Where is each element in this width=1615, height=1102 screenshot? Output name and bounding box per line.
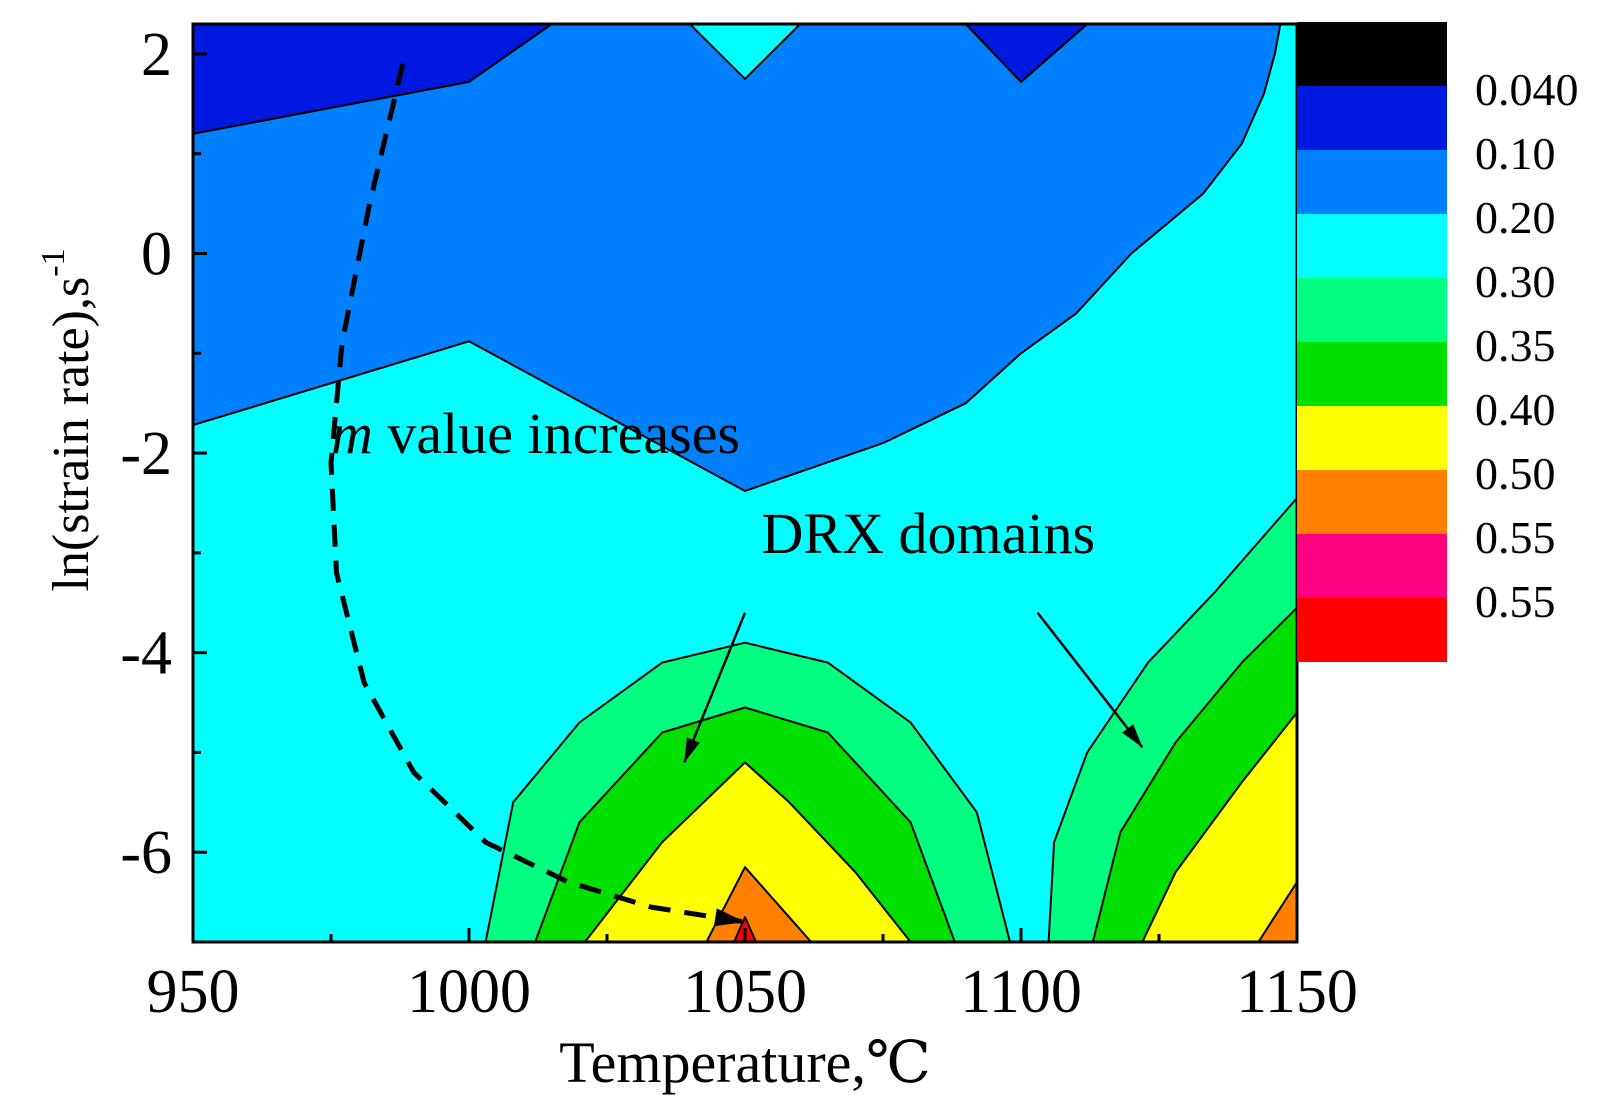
colorbar-label-7: 0.55 xyxy=(1475,512,1556,563)
colorbar-label-0: 0.040 xyxy=(1475,64,1579,115)
contour-region-10 xyxy=(1141,711,1297,942)
y-axis-label-text: ln(strain rate),s xyxy=(43,277,100,592)
colorbar-swatch-7 xyxy=(1297,470,1447,534)
x-axis: 950 1000 1050 1100 1150 xyxy=(147,928,1358,1026)
colorbar-swatch-2 xyxy=(1297,150,1447,214)
x-tick-label: 1150 xyxy=(1236,958,1358,1026)
colorbar-label-2: 0.20 xyxy=(1475,192,1556,243)
x-tick-label: 1000 xyxy=(407,958,531,1026)
y-axis-label-group: ln(strain rate),s-1 xyxy=(35,248,100,591)
annotation-arrow-1 xyxy=(1036,611,1144,749)
y-tick-label: -4 xyxy=(120,620,172,688)
colorbar-label-8: 0.55 xyxy=(1475,576,1556,627)
colorbar-label-3: 0.30 xyxy=(1475,256,1556,307)
colorbar-legend: 0.040 0.10 0.20 0.30 0.35 0.40 0.50 0.55 0.55 xyxy=(1297,22,1579,662)
x-axis-label: Temperature,℃ xyxy=(559,1030,931,1095)
x-tick-label: 1100 xyxy=(960,958,1082,1026)
plot-area: m value increases DRX domains xyxy=(191,22,1299,944)
y-tick-label: -2 xyxy=(120,420,172,488)
colorbar-swatch-4 xyxy=(1297,278,1447,342)
annotation-body: DRX domains xyxy=(762,501,1096,566)
annotations: m value increases DRX domains xyxy=(331,401,1095,566)
annotation-italic: m xyxy=(331,401,373,466)
annotation-text-0: m value increases xyxy=(331,401,740,466)
colorbar-label-4: 0.35 xyxy=(1475,320,1556,371)
annotation-arrowhead-0 xyxy=(684,737,700,763)
colorbar-label-1: 0.10 xyxy=(1475,128,1556,179)
dashed-trend-curve xyxy=(328,63,746,927)
colorbar-swatch-0 xyxy=(1297,22,1447,86)
annotation-arrow-0 xyxy=(683,612,747,763)
colorbar-label-5: 0.40 xyxy=(1475,384,1556,435)
colorbar-label-6: 0.50 xyxy=(1475,448,1556,499)
y-axis: -6 -4 -2 0 2 xyxy=(120,21,207,887)
colorbar-swatch-6 xyxy=(1297,406,1447,470)
x-tick-label: 1050 xyxy=(683,958,807,1026)
annotation-text-1: DRX domains xyxy=(762,501,1096,566)
y-tick-label: 0 xyxy=(141,221,172,289)
contour-regions xyxy=(193,24,1297,942)
dashed-curve-arrowhead xyxy=(713,908,745,927)
annotation-arrowhead-1 xyxy=(1122,724,1143,748)
annotation-body: value increases xyxy=(373,401,740,466)
colorbar-swatch-1 xyxy=(1297,86,1447,150)
dashed-curve xyxy=(328,63,746,925)
contour-region-5 xyxy=(583,761,912,942)
y-tick-label: -6 xyxy=(120,819,172,887)
colorbar-swatch-3 xyxy=(1297,214,1447,278)
annotation-arrows xyxy=(683,611,1144,763)
y-axis-label-superscript: -1 xyxy=(35,248,72,276)
y-axis-label: ln(strain rate),s-1 xyxy=(35,248,100,591)
colorbar-swatch-5 xyxy=(1297,342,1447,406)
colorbar-swatch-9 xyxy=(1297,598,1447,662)
contour-region-2 xyxy=(964,24,1089,83)
colorbar-swatch-8 xyxy=(1297,534,1447,598)
contour-region-11 xyxy=(1257,881,1297,942)
contour-region-1 xyxy=(193,24,1282,492)
x-tick-label: 950 xyxy=(147,958,240,1026)
y-tick-label: 2 xyxy=(141,21,172,89)
